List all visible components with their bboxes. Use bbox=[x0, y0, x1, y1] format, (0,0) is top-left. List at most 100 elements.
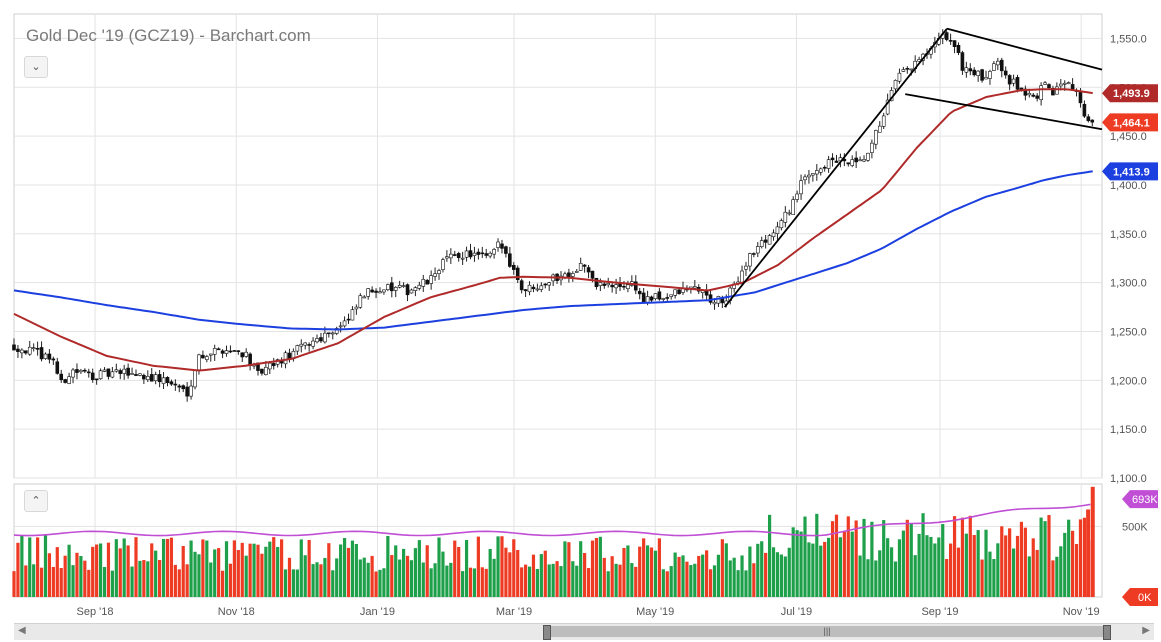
candle-body bbox=[177, 385, 182, 388]
candle-body bbox=[271, 363, 276, 367]
volume-bar bbox=[1039, 517, 1043, 597]
volume-bar bbox=[653, 550, 658, 597]
volume-bar bbox=[626, 545, 630, 597]
volume-bar bbox=[342, 538, 347, 597]
candle-body bbox=[1035, 95, 1039, 99]
volume-bar bbox=[508, 552, 512, 597]
candle-body bbox=[307, 344, 311, 346]
volume-bar bbox=[819, 545, 823, 597]
scroll-left-icon[interactable]: ◀ bbox=[18, 625, 26, 636]
candle-body bbox=[299, 343, 304, 347]
volume-bar bbox=[496, 536, 500, 597]
volume-bar bbox=[787, 547, 791, 597]
volume-bar bbox=[1051, 560, 1055, 597]
candle-body bbox=[956, 44, 961, 53]
candle-body bbox=[787, 212, 792, 215]
candle-body bbox=[744, 265, 748, 270]
scroll-right-icon[interactable]: ▶ bbox=[1142, 625, 1150, 636]
candle-body bbox=[740, 270, 744, 283]
candle-body bbox=[161, 377, 166, 384]
volume-bar bbox=[339, 544, 343, 597]
volume-bar bbox=[268, 541, 272, 597]
trendline bbox=[905, 93, 1103, 131]
candle-body bbox=[366, 288, 370, 297]
volume-bar bbox=[63, 555, 67, 597]
scroll-handle-left[interactable] bbox=[543, 625, 551, 640]
volume-bar bbox=[708, 569, 713, 597]
candle-body bbox=[578, 262, 583, 271]
candle-body bbox=[968, 68, 973, 72]
volume-bar bbox=[681, 555, 685, 597]
volume-bar bbox=[311, 564, 315, 597]
candle-body bbox=[523, 289, 528, 292]
x-tick-label: Sep '19 bbox=[921, 606, 958, 618]
volume-bar bbox=[39, 567, 44, 597]
candle-body bbox=[472, 252, 477, 256]
volume-bar bbox=[146, 561, 150, 597]
volume-bar bbox=[484, 568, 488, 597]
volume-bar bbox=[126, 545, 130, 597]
candle-body bbox=[527, 284, 532, 293]
candle-body bbox=[75, 369, 79, 373]
volume-bar bbox=[102, 567, 107, 597]
y-tick-label: 1,100.0 bbox=[1110, 473, 1147, 485]
volume-bar bbox=[248, 543, 252, 597]
volume-bar bbox=[217, 548, 221, 597]
volume-bar bbox=[303, 555, 307, 597]
candle-body bbox=[370, 289, 374, 293]
volume-bar bbox=[811, 543, 815, 597]
volume-bar bbox=[756, 543, 760, 597]
volume-bar bbox=[878, 550, 882, 597]
candle-body bbox=[1003, 70, 1008, 76]
scroll-handle-right[interactable] bbox=[1103, 625, 1111, 640]
candle-body bbox=[960, 52, 965, 71]
candle-body bbox=[445, 256, 449, 259]
volume-bar bbox=[1019, 521, 1024, 597]
volume-bar bbox=[370, 555, 374, 597]
volume-bar bbox=[661, 569, 665, 597]
volume-bar bbox=[850, 531, 854, 597]
candle-body bbox=[807, 174, 811, 178]
volume-bar bbox=[1004, 535, 1008, 597]
volume-bar bbox=[260, 553, 264, 597]
candle-body bbox=[311, 340, 315, 347]
volume-collapse-button[interactable]: ⌃ bbox=[24, 490, 48, 512]
volume-bar bbox=[95, 544, 99, 597]
candle-body bbox=[27, 346, 32, 355]
expand-button[interactable]: ⌄ bbox=[24, 56, 48, 78]
volume-bar bbox=[988, 551, 992, 597]
candle-body bbox=[877, 125, 882, 133]
candle-body bbox=[803, 176, 807, 181]
candle-body bbox=[287, 352, 292, 359]
candle-body bbox=[330, 332, 335, 335]
volume-bar bbox=[114, 539, 118, 597]
candle-body bbox=[193, 370, 197, 388]
candle-body bbox=[71, 369, 75, 378]
volume-bar bbox=[984, 529, 988, 597]
scroll-thumb[interactable]: ||| bbox=[543, 625, 1111, 640]
volume-zero-label: 0K bbox=[1138, 592, 1152, 604]
volume-bar bbox=[779, 554, 783, 597]
volume-bar bbox=[264, 546, 268, 597]
candle-body bbox=[173, 383, 178, 386]
volume-bar bbox=[20, 535, 24, 597]
y-tick-label: 1,350.0 bbox=[1110, 229, 1147, 241]
candle-body bbox=[79, 370, 83, 373]
candle-body bbox=[59, 373, 64, 381]
candle-body bbox=[323, 332, 327, 343]
time-scrollbar[interactable]: ◀ ||| ▶ bbox=[14, 623, 1154, 640]
candle-body bbox=[909, 68, 914, 71]
candle-body bbox=[433, 273, 437, 277]
y-tick-label: 1,400.0 bbox=[1110, 180, 1147, 192]
candle-body bbox=[429, 275, 433, 284]
trendline bbox=[946, 27, 1103, 71]
candle-body bbox=[866, 152, 870, 161]
candle-body bbox=[508, 253, 512, 267]
candle-body bbox=[389, 282, 394, 292]
volume-bar bbox=[83, 560, 87, 597]
volume-bar bbox=[952, 516, 957, 597]
volume-bar bbox=[366, 562, 370, 597]
volume-bar bbox=[638, 546, 642, 597]
volume-bar bbox=[185, 564, 189, 597]
